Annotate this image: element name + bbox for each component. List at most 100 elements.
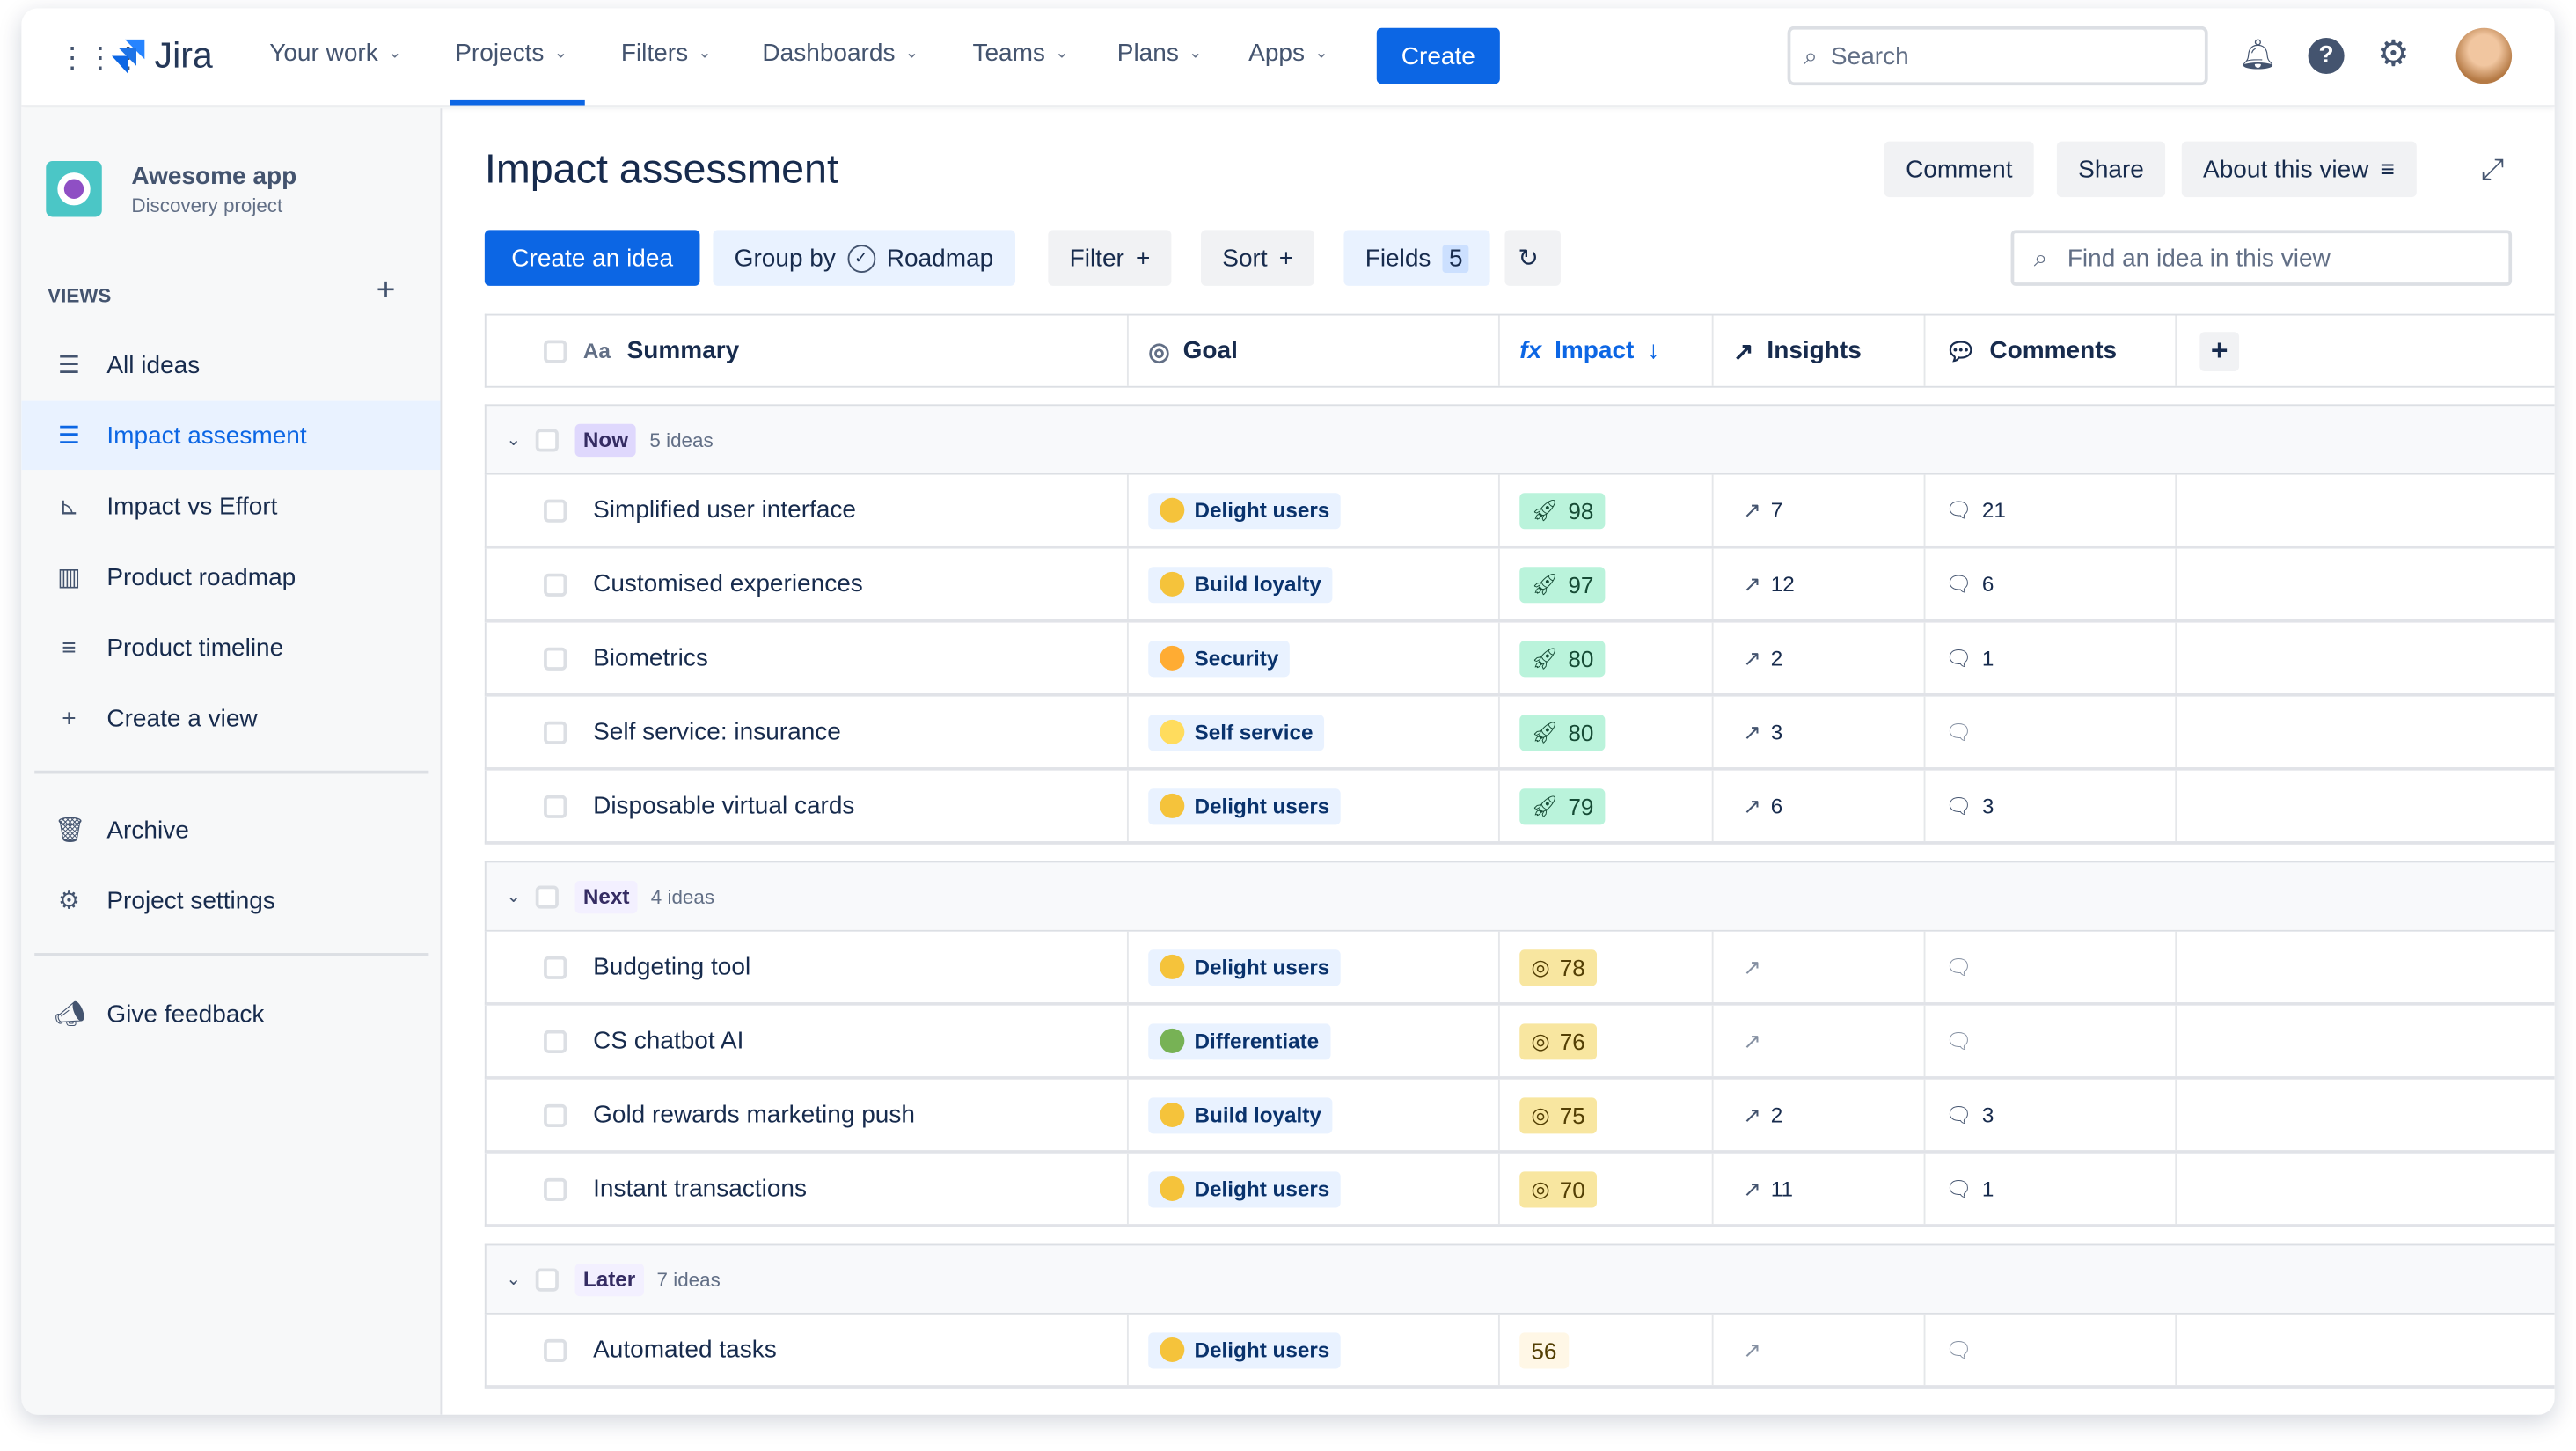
idea-summary[interactable]: Automated tasks (593, 1336, 777, 1364)
table-row[interactable]: Customised experiences Build loyalty 🚀︎ 97 ↗… (484, 548, 2555, 623)
fields-button[interactable]: Fields 5 (1343, 230, 1491, 286)
group-checkbox[interactable] (535, 884, 559, 908)
insights-icon[interactable]: ↗ (1743, 792, 1761, 817)
row-checkbox[interactable] (544, 572, 567, 596)
nav-plans[interactable]: Plans ⌄ (1117, 40, 1203, 68)
goal-tag[interactable]: Delight users (1148, 788, 1342, 824)
insights-icon[interactable]: ↗ (1743, 1102, 1761, 1127)
table-row[interactable]: Simplified user interface Delight users 🚀︎… (484, 474, 2555, 549)
group-header-now[interactable]: ⌄ Now 5 ideas (484, 404, 2555, 475)
row-checkbox[interactable] (544, 720, 567, 744)
add-field-button[interactable]: + (2199, 331, 2240, 371)
group-by-button[interactable]: Group by ✓ Roadmap (713, 230, 1015, 286)
goal-tag[interactable]: Self service (1148, 714, 1325, 751)
goal-tag[interactable]: Security (1148, 640, 1291, 677)
insights-icon[interactable]: ↗ (1743, 953, 1761, 978)
comment-icon[interactable]: 🗨︎ (1944, 953, 1972, 978)
table-row[interactable]: Self service: insurance Self service 🚀︎ 80 ↗… (484, 696, 2555, 771)
insights-icon[interactable]: ↗ (1743, 718, 1761, 744)
share-button[interactable]: Share (2056, 141, 2166, 198)
group-checkbox[interactable] (535, 1267, 559, 1291)
sort-button[interactable]: Sort + (1200, 230, 1315, 286)
table-row[interactable]: Gold rewards marketing push Build loyalty… (484, 1079, 2555, 1154)
group-header-later[interactable]: ⌄ Later 7 ideas (484, 1243, 2555, 1315)
comment-icon[interactable]: 🗨︎ (1944, 792, 1972, 817)
nav-projects[interactable]: Projects ⌄ (455, 40, 567, 68)
table-row[interactable]: Automated tasks Delight users 56 ↗ 🗨︎ (484, 1314, 2555, 1389)
idea-summary[interactable]: Gold rewards marketing push (593, 1101, 915, 1129)
table-row[interactable]: Biometrics Security 🚀︎ 80 ↗ 2 🗨︎ 1 (484, 622, 2555, 697)
about-view-button[interactable]: About this view ≡ (2181, 141, 2417, 198)
filter-button[interactable]: Filter + (1048, 230, 1172, 286)
autosave-icon[interactable]: ↻ (1504, 230, 1561, 286)
goal-tag[interactable]: Differentiate (1148, 1022, 1331, 1059)
comment-icon[interactable]: 🗨︎ (1944, 1176, 1972, 1201)
column-goal[interactable]: Goal (1182, 336, 1238, 365)
sidebar-item-create-a-view[interactable]: + Create a view (21, 684, 440, 752)
goal-tag[interactable]: Delight users (1148, 1170, 1342, 1207)
comment-icon[interactable]: 🗨︎ (1944, 496, 1972, 522)
row-checkbox[interactable] (544, 1176, 567, 1201)
create-idea-button[interactable]: Create an idea (484, 230, 700, 286)
idea-summary[interactable]: Disposable virtual cards (593, 792, 855, 820)
add-view-icon[interactable]: + (376, 272, 396, 310)
help-icon[interactable]: ? (2308, 37, 2345, 75)
goal-tag[interactable]: Build loyalty (1148, 566, 1333, 603)
nav-filters[interactable]: Filters ⌄ (621, 40, 712, 68)
idea-summary[interactable]: Biometrics (593, 643, 708, 672)
expand-icon[interactable]: ⤢ (2480, 152, 2505, 187)
table-row[interactable]: CS chatbot AI Differentiate ◎ 76 ↗ 🗨︎ (484, 1005, 2555, 1080)
jira-logo[interactable]: Jira (111, 34, 213, 77)
sidebar-item-product-roadmap[interactable]: ▥ Product roadmap (21, 542, 440, 611)
insights-icon[interactable]: ↗ (1743, 496, 1761, 522)
idea-summary[interactable]: Self service: insurance (593, 718, 841, 746)
row-checkbox[interactable] (544, 498, 567, 522)
nav-apps[interactable]: Apps ⌄ (1248, 40, 1328, 68)
insights-icon[interactable]: ↗ (1743, 570, 1761, 596)
sidebar-item-impact-assesment[interactable]: ☰ Impact assesment (21, 400, 441, 471)
insights-icon[interactable]: ↗ (1743, 644, 1761, 670)
nav-dashboards[interactable]: Dashboards ⌄ (762, 40, 918, 68)
idea-summary[interactable]: CS chatbot AI (593, 1027, 744, 1055)
group-checkbox[interactable] (535, 428, 559, 451)
row-checkbox[interactable] (544, 955, 567, 978)
insights-icon[interactable]: ↗ (1743, 1027, 1761, 1053)
column-summary[interactable]: Summary (626, 336, 740, 365)
chevron-down-icon[interactable]: ⌄ (506, 430, 522, 451)
nav-teams[interactable]: Teams ⌄ (972, 40, 1068, 68)
goal-tag[interactable]: Delight users (1148, 949, 1342, 986)
settings-icon[interactable]: ⚙ (2376, 33, 2410, 75)
row-checkbox[interactable] (544, 1103, 567, 1127)
row-checkbox[interactable] (544, 794, 567, 817)
comment-icon[interactable]: 🗨︎ (1944, 570, 1972, 596)
comment-button[interactable]: Comment (1884, 141, 2034, 198)
row-checkbox[interactable] (544, 1337, 567, 1362)
sidebar-item-impact-vs-effort[interactable]: ⊾ Impact vs Effort (21, 472, 440, 540)
select-all-checkbox[interactable] (544, 339, 567, 363)
sidebar-item-all-ideas[interactable]: ☰ All ideas (21, 330, 440, 399)
goal-tag[interactable]: Delight users (1148, 1331, 1342, 1368)
find-idea-input[interactable]: ⌕ Find an idea in this view (2010, 230, 2513, 286)
sidebar-item-product-timeline[interactable]: ≡ Product timeline (21, 613, 440, 682)
search-input[interactable]: ⌕ Search (1787, 26, 2208, 86)
create-button[interactable]: Create (1376, 27, 1500, 84)
sidebar-item-archive[interactable]: 🗑︎ Archive (21, 795, 440, 864)
column-comments[interactable]: Comments (1989, 336, 2118, 365)
chevron-down-icon[interactable]: ⌄ (506, 1270, 522, 1290)
notifications-icon[interactable]: 🔔︎ (2239, 37, 2277, 71)
idea-summary[interactable]: Customised experiences (593, 569, 863, 598)
comment-icon[interactable]: 🗨︎ (1944, 1027, 1972, 1053)
project-name[interactable]: Awesome app (131, 162, 297, 191)
avatar[interactable] (2455, 27, 2513, 84)
table-row[interactable]: Budgeting tool Delight users ◎ 78 ↗ 🗨︎ (484, 931, 2555, 1006)
column-impact[interactable]: Impact (1555, 336, 1635, 365)
goal-tag[interactable]: Delight users (1148, 492, 1342, 529)
comment-icon[interactable]: 🗨︎ (1944, 644, 1972, 670)
comment-icon[interactable]: 🗨︎ (1944, 1337, 1972, 1362)
insights-icon[interactable]: ↗ (1743, 1337, 1761, 1362)
comment-icon[interactable]: 🗨︎ (1944, 718, 1972, 744)
column-insights[interactable]: Insights (1767, 336, 1862, 365)
comment-icon[interactable]: 🗨︎ (1944, 1102, 1972, 1127)
idea-summary[interactable]: Simplified user interface (593, 495, 857, 524)
table-row[interactable]: Disposable virtual cards Delight users 🚀︎ 7… (484, 770, 2555, 845)
